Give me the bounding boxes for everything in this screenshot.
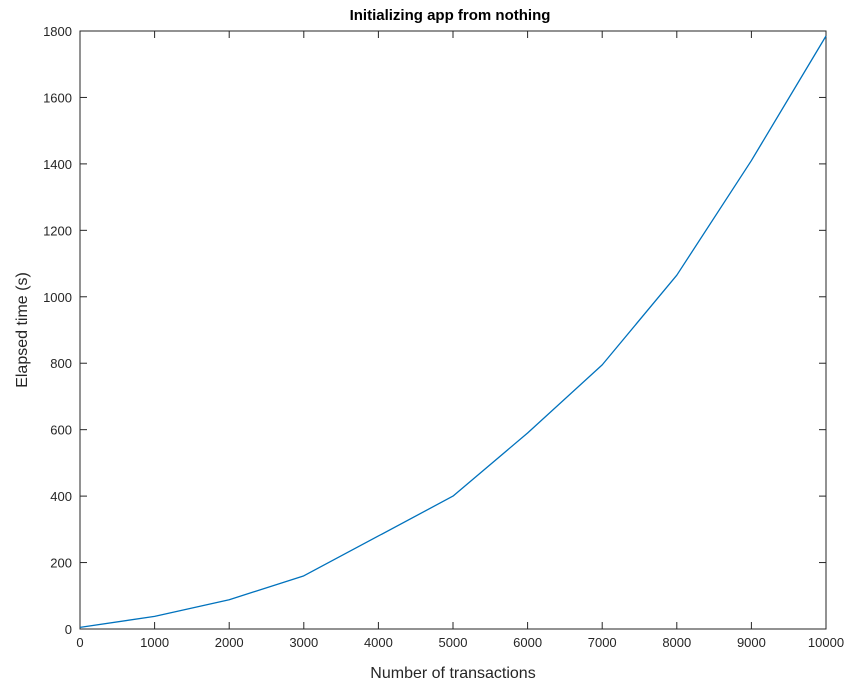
x-tick-label: 10000 (808, 635, 844, 650)
y-tick-label: 0 (65, 622, 72, 637)
y-tick-label: 600 (50, 423, 72, 438)
x-tick-label: 6000 (513, 635, 542, 650)
x-tick-label: 7000 (588, 635, 617, 650)
y-axis-label: Elapsed time (s) (14, 272, 31, 388)
x-tick-label: 5000 (439, 635, 468, 650)
x-axis-label: Number of transactions (370, 665, 535, 682)
y-tick-label: 1400 (43, 157, 72, 172)
x-tick-label: 2000 (215, 635, 244, 650)
x-tick-label: 4000 (364, 635, 393, 650)
x-axis: 0 1000 2000 3000 4000 5000 6000 7000 8000 9000 100… (76, 31, 844, 650)
chart-title: Initializing app from nothing (350, 7, 551, 24)
y-tick-label: 1200 (43, 223, 72, 238)
y-tick-label: 1600 (43, 90, 72, 105)
y-tick-label: 400 (50, 489, 72, 504)
x-tick-label: 9000 (737, 635, 766, 650)
axes-box (79, 30, 827, 630)
y-tick-label: 1000 (43, 290, 72, 305)
x-tick-label: 3000 (289, 635, 318, 650)
x-tick-label: 8000 (662, 635, 691, 650)
plot-area: 0 1000 2000 3000 4000 5000 6000 7000 8000 9000 100… (43, 24, 844, 650)
x-tick-label: 1000 (140, 635, 169, 650)
x-tick-label: 0 (76, 635, 83, 650)
y-tick-label: 800 (50, 356, 72, 371)
y-tick-label: 1800 (43, 24, 72, 39)
y-axis: 0 200 400 600 800 1000 1200 1400 1600 1800 (43, 24, 826, 637)
series-layer (79, 35, 827, 628)
y-tick-label: 200 (50, 556, 72, 571)
